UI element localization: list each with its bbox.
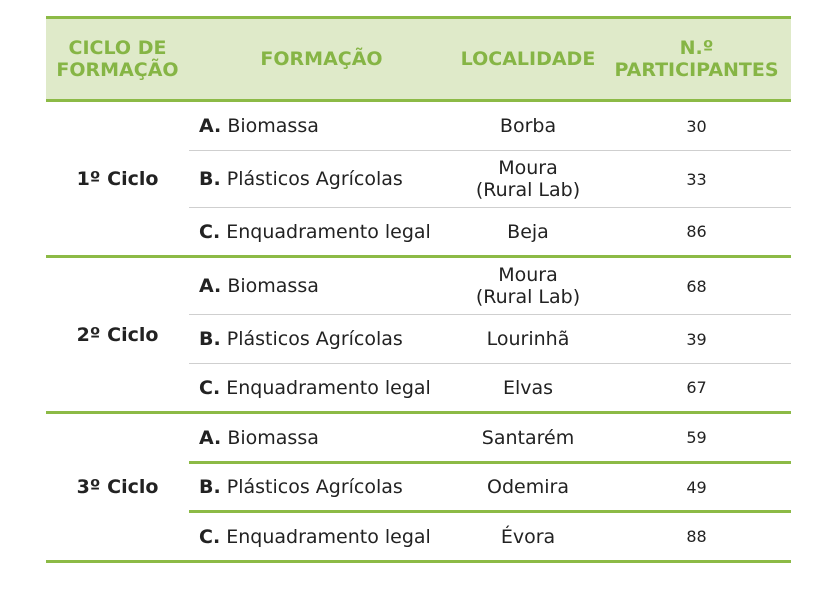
- formacao-name: Enquadramento legal: [226, 220, 431, 243]
- formacao-letter: A.: [199, 275, 222, 297]
- formacao-cell: C. Enquadramento legal: [189, 377, 454, 399]
- localidade-line1: Elvas: [502, 376, 554, 399]
- localidade-cell: Borba: [454, 115, 602, 137]
- formacao-letter: B.: [199, 476, 221, 498]
- group-ciclo-2: 2º Ciclo A. Biomassa Moura (Rural Lab) 68…: [46, 258, 791, 414]
- ciclo-label: 1º Ciclo: [76, 167, 159, 190]
- ciclo-label: 3º Ciclo: [76, 476, 159, 498]
- formacao-letter: B.: [199, 328, 221, 350]
- formacao-cell: A. Biomassa: [189, 115, 454, 137]
- formacao-cell: B. Plásticos Agrícolas: [189, 476, 454, 498]
- table-row: C. Enquadramento legal Elvas 67: [189, 364, 791, 411]
- formacao-letter: B.: [199, 168, 221, 190]
- participantes-cell: 49: [686, 477, 707, 497]
- localidade-line2: (Rural Lab): [475, 286, 581, 308]
- formacao-cell: B. Plásticos Agrícolas: [189, 168, 454, 190]
- table-row: A. Biomassa Borba 30: [189, 102, 791, 151]
- formacao-cell: A. Biomassa: [189, 275, 454, 297]
- participantes-cell: 67: [686, 378, 707, 397]
- formacao-letter: C.: [199, 220, 221, 243]
- participantes-cell: 59: [686, 428, 707, 447]
- header-ciclo: CICLO DE FORMAÇÃO: [46, 19, 189, 99]
- formacao-cell: C. Enquadramento legal: [189, 221, 454, 243]
- localidade-line1: Beja: [507, 220, 549, 243]
- localidade-line1: Moura: [498, 157, 558, 179]
- header-part-line2: PARTICIPANTES: [614, 59, 779, 81]
- localidade-cell: Beja: [454, 221, 602, 243]
- formacao-name: Enquadramento legal: [226, 376, 431, 399]
- participantes-cell: 88: [686, 527, 707, 546]
- localidade-line2: (Rural Lab): [475, 179, 581, 201]
- table-row: B. Plásticos Agrícolas Odemira 49: [189, 464, 791, 513]
- formacao-name: Biomassa: [227, 426, 319, 449]
- header-ciclo-line2: FORMAÇÃO: [56, 59, 179, 81]
- formacao-name: Plásticos Agrícolas: [226, 476, 403, 498]
- localidade-cell: Moura (Rural Lab): [454, 157, 602, 201]
- table-row: C. Enquadramento legal Beja 86: [189, 208, 791, 255]
- participantes-cell: 86: [686, 222, 707, 241]
- group-ciclo-1: 1º Ciclo A. Biomassa Borba 30 B. Plástic…: [46, 102, 791, 258]
- formacao-letter: A.: [199, 426, 222, 449]
- localidade-cell: Moura (Rural Lab): [454, 264, 602, 308]
- formacao-letter: C.: [199, 376, 221, 399]
- localidade-cell: Lourinhã: [454, 328, 602, 350]
- localidade-line1: Borba: [499, 115, 557, 137]
- table-row: A. Biomassa Santarém 59: [189, 414, 791, 464]
- formacao-letter: A.: [199, 115, 222, 137]
- header-formacao: FORMAÇÃO: [260, 48, 383, 70]
- formacao-letter: C.: [199, 525, 221, 548]
- localidade-cell: Elvas: [454, 377, 602, 399]
- header-ciclo-line1: CICLO DE: [68, 37, 167, 59]
- localidade-line1: Lourinhã: [486, 328, 570, 350]
- participantes-cell: 39: [686, 329, 707, 349]
- localidade-line1: Évora: [500, 525, 556, 548]
- formacao-name: Enquadramento legal: [226, 525, 431, 548]
- header-localidade: LOCALIDADE: [460, 48, 596, 70]
- formacao-cell: A. Biomassa: [189, 427, 454, 449]
- participantes-cell: 33: [686, 169, 707, 189]
- table-row: A. Biomassa Moura (Rural Lab) 68: [189, 258, 791, 315]
- training-table: CICLO DE FORMAÇÃO FORMAÇÃO LOCALIDADE N.…: [46, 16, 791, 563]
- formacao-cell: B. Plásticos Agrícolas: [189, 328, 454, 350]
- formacao-name: Biomassa: [227, 275, 319, 297]
- formacao-name: Plásticos Agrícolas: [226, 328, 403, 350]
- localidade-cell: Santarém: [454, 427, 602, 449]
- table-row: C. Enquadramento legal Évora 88: [189, 513, 791, 560]
- localidade-cell: Odemira: [454, 476, 602, 498]
- header-participantes: N.º PARTICIPANTES: [602, 19, 791, 99]
- table-row: B. Plásticos Agrícolas Lourinhã 39: [189, 315, 791, 364]
- table-header: CICLO DE FORMAÇÃO FORMAÇÃO LOCALIDADE N.…: [46, 16, 791, 102]
- table-row: B. Plásticos Agrícolas Moura (Rural Lab) …: [189, 151, 791, 208]
- formacao-name: Plásticos Agrícolas: [226, 168, 403, 190]
- participantes-cell: 68: [686, 276, 707, 296]
- participantes-cell: 30: [686, 116, 707, 136]
- localidade-cell: Évora: [454, 526, 602, 548]
- localidade-line1: Odemira: [487, 476, 569, 498]
- localidade-line1: Moura: [498, 264, 558, 286]
- localidade-line1: Santarém: [481, 426, 575, 449]
- ciclo-label: 2º Ciclo: [76, 323, 159, 346]
- formacao-cell: C. Enquadramento legal: [189, 526, 454, 548]
- group-ciclo-3: 3º Ciclo A. Biomassa Santarém 59 B. Plás…: [46, 414, 791, 563]
- formacao-name: Biomassa: [227, 115, 319, 137]
- header-part-line1: N.º: [679, 37, 714, 59]
